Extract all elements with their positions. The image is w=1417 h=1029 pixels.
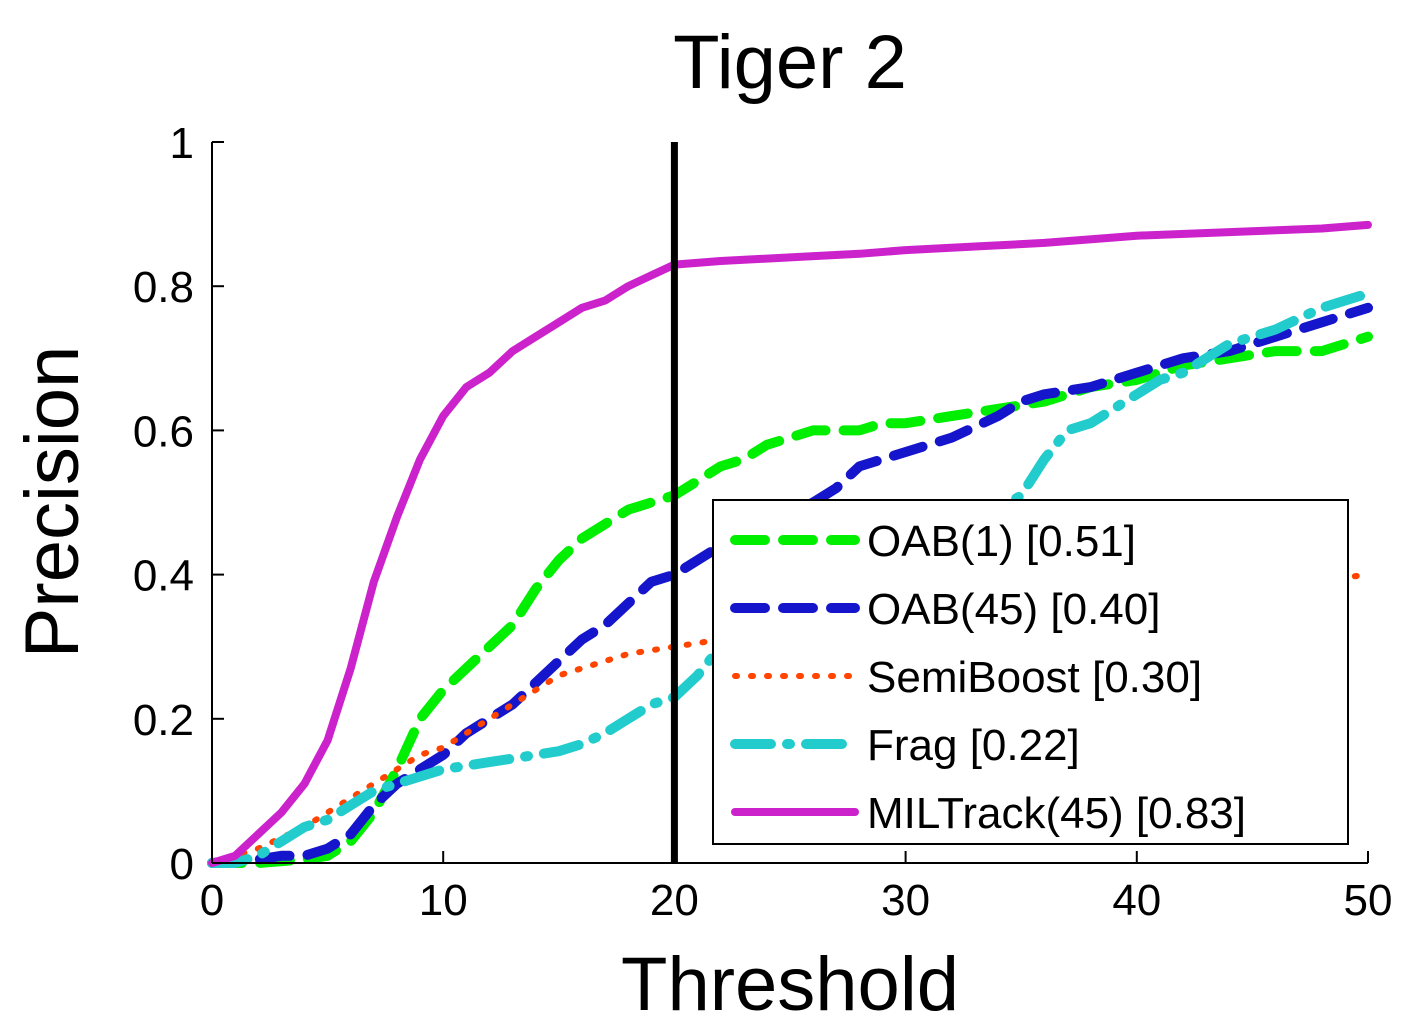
legend-label-2: SemiBoost [0.30]: [867, 653, 1202, 702]
x-tick-label: 0: [200, 876, 224, 925]
y-tick-label: 0.6: [133, 407, 194, 456]
y-tick-label: 0.8: [133, 263, 194, 312]
x-tick-label: 30: [881, 876, 930, 925]
x-tick-label: 40: [1112, 876, 1161, 925]
y-tick-label: 0.4: [133, 552, 194, 601]
chart-title: Tiger 2: [673, 20, 907, 105]
plot-area: 0 10 20 30 40 50 0 0.2 0.4 0.6 0.8 1: [133, 119, 1393, 925]
y-tick-label: 1: [170, 119, 194, 168]
y-axis-label: Precision: [10, 346, 95, 659]
y-tick-label: 0.2: [133, 696, 194, 745]
x-tick-label: 20: [650, 876, 699, 925]
series-line-3: [207, 288, 1373, 868]
x-tick-label: 10: [419, 876, 468, 925]
y-tick-label: 0: [170, 840, 194, 889]
axes: [211, 142, 1368, 864]
ticks: 0 10 20 30 40 50 0 0.2 0.4 0.6 0.8 1: [133, 119, 1393, 925]
legend-label-0: OAB(1) [0.51]: [867, 517, 1136, 566]
legend-label-3: Frag [0.22]: [867, 721, 1080, 770]
legend-label-1: OAB(45) [0.40]: [867, 585, 1160, 634]
legend: OAB(1) [0.51] OAB(45) [0.40] SemiBoost [0.…: [712, 499, 1349, 845]
legend-box: [712, 499, 1349, 845]
series-line-4: [208, 220, 1372, 867]
x-axis-label: Threshold: [621, 942, 959, 1027]
x-tick-label: 50: [1344, 876, 1393, 925]
legend-entries: OAB(1) [0.51] OAB(45) [0.40] SemiBoost [0.…: [730, 517, 1246, 838]
legend-label-4: MILTrack(45) [0.83]: [867, 789, 1246, 838]
